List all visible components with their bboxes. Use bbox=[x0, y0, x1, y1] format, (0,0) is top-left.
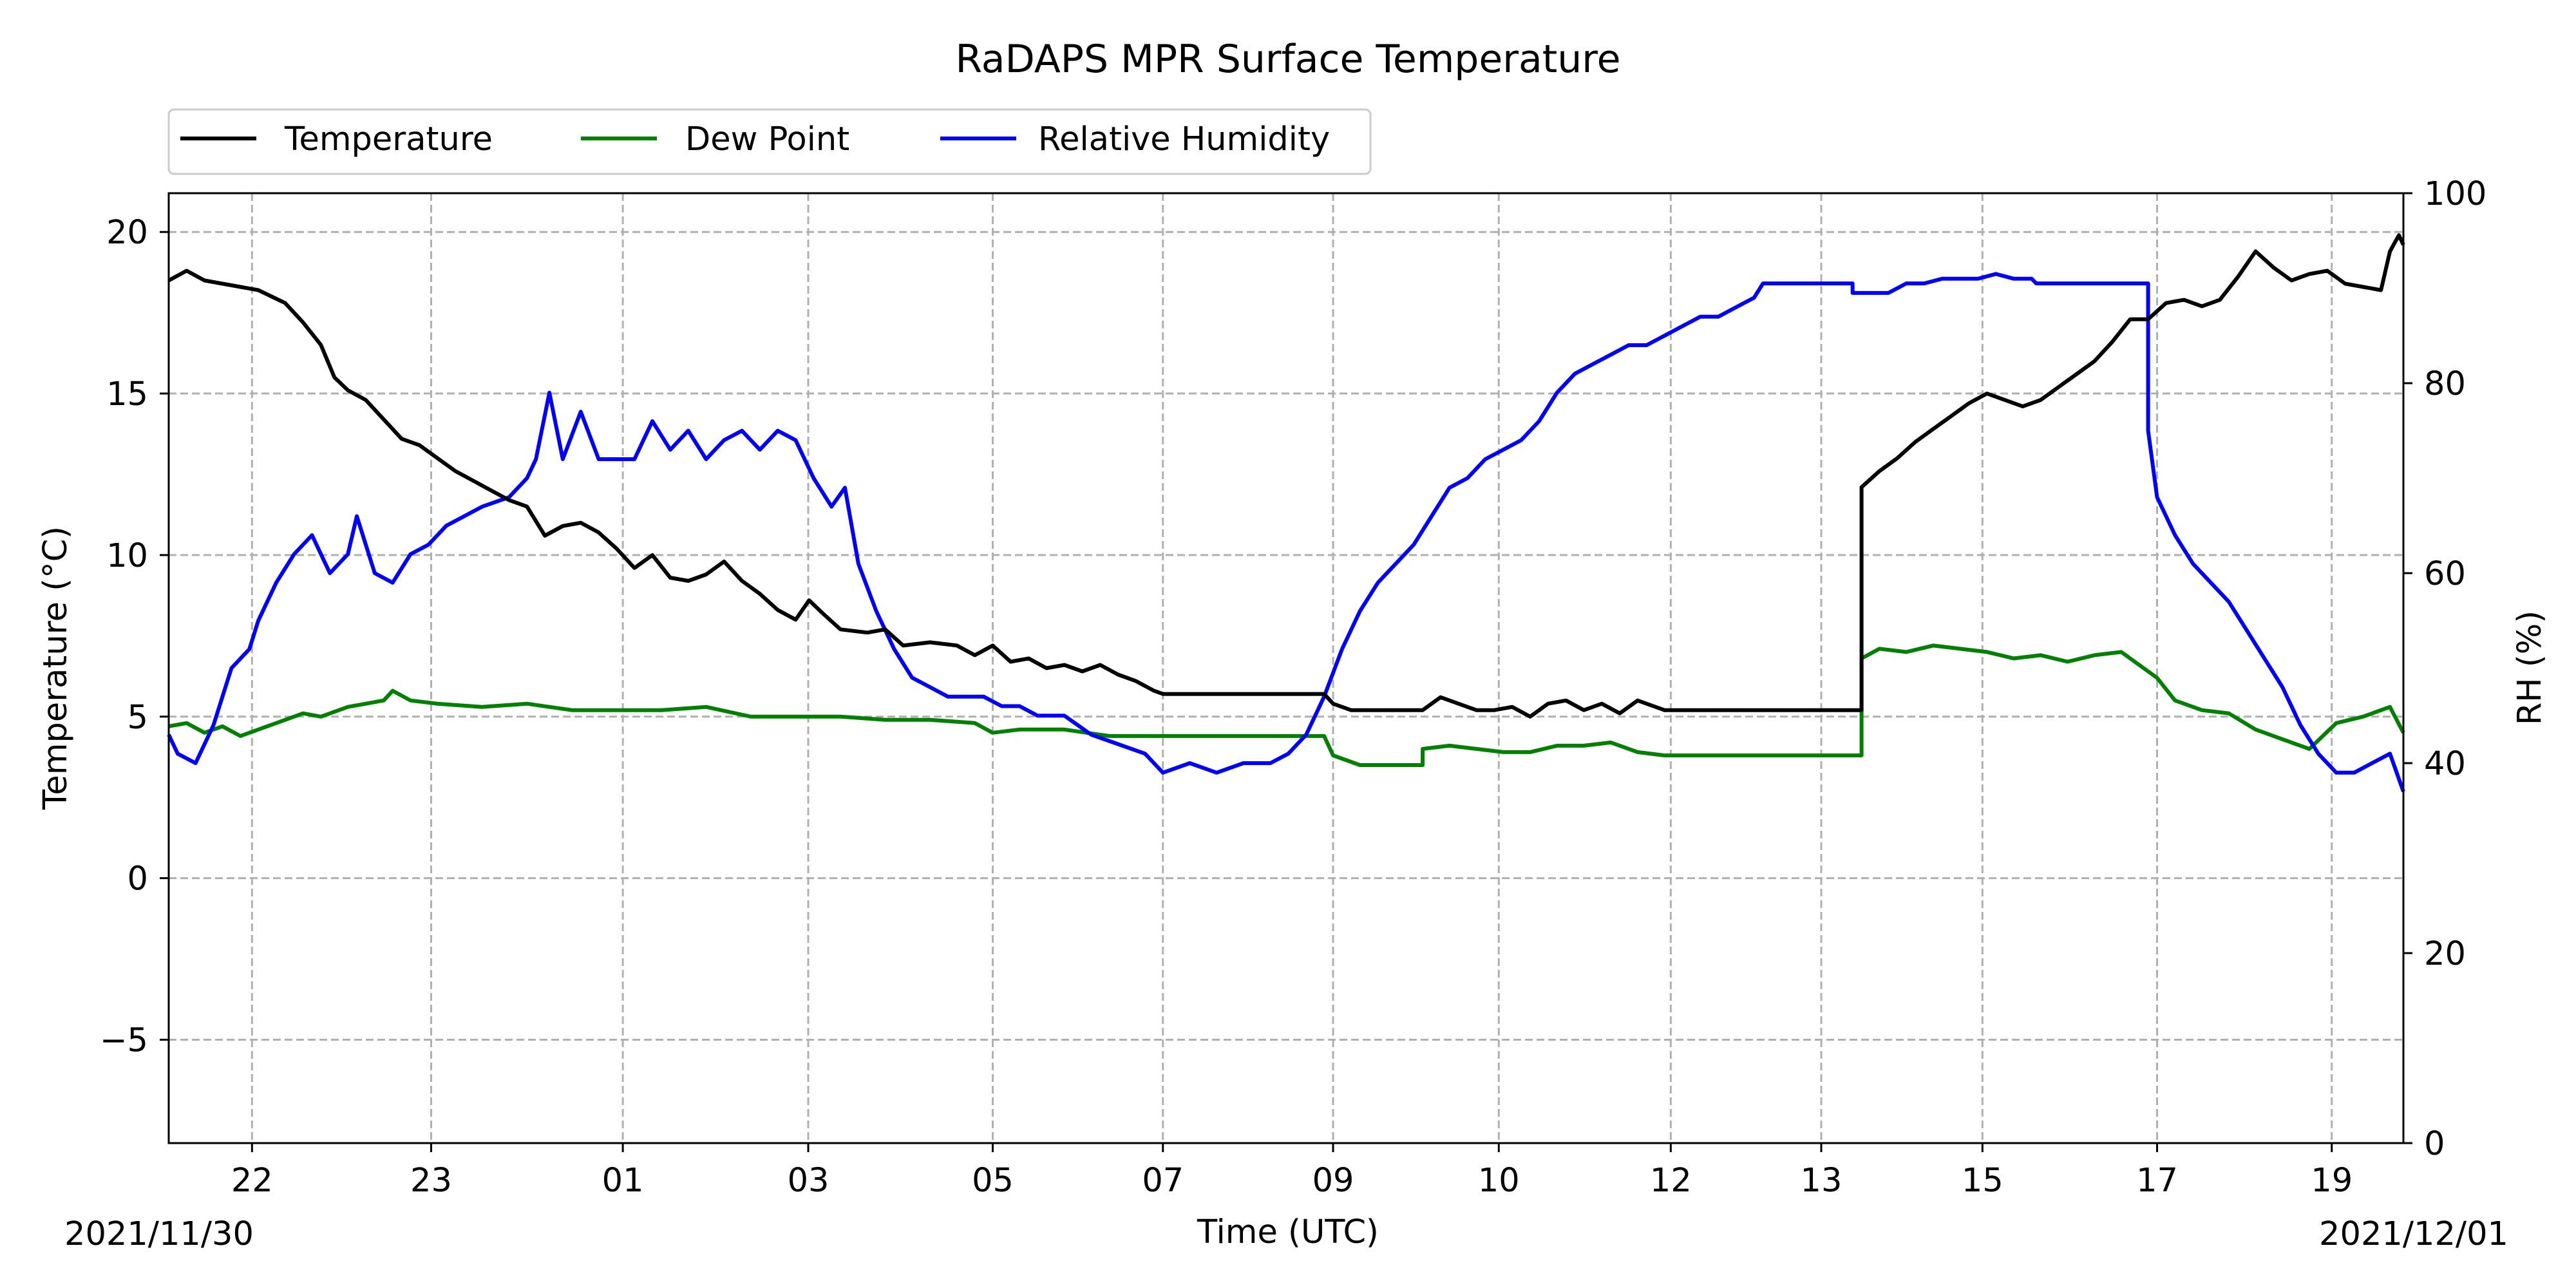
axis-ticks: 22 23 01 03 05 07 09 10 12 13 15 17 19 20 15 10 5 0 −5 100 8… bbox=[100, 175, 2487, 1200]
y-tick-label: −5 bbox=[100, 1021, 148, 1059]
plot-frame bbox=[167, 192, 2405, 1144]
x-tick-label: 15 bbox=[1962, 1162, 2003, 1200]
y-tick-label: 5 bbox=[128, 699, 148, 737]
x-tick-label: 13 bbox=[1801, 1162, 1842, 1200]
x-tick-label: 17 bbox=[2136, 1162, 2178, 1200]
x-tick-label: 10 bbox=[1478, 1162, 1520, 1200]
y-tick-label: 10 bbox=[106, 537, 148, 575]
legend-label-dew-point: Dew Point bbox=[685, 120, 849, 158]
y2-tick-label: 20 bbox=[2424, 935, 2466, 973]
date-left: 2021/11/30 bbox=[64, 1215, 254, 1253]
x-tick-label: 23 bbox=[410, 1162, 452, 1200]
y2-tick-label: 100 bbox=[2424, 175, 2486, 213]
series-line-temperature bbox=[167, 233, 2405, 719]
x-tick-label: 12 bbox=[1650, 1162, 1692, 1200]
y-tick-label: 20 bbox=[106, 214, 148, 252]
x-tick-label: 09 bbox=[1312, 1162, 1354, 1200]
legend: Temperature Dew Point Relative Humidity bbox=[167, 108, 1372, 175]
x-tick-label: 19 bbox=[2311, 1162, 2353, 1200]
series-line-relative-humidity bbox=[167, 272, 2405, 793]
y2-tick-label: 0 bbox=[2424, 1125, 2445, 1163]
legend-label-relative-humidity: Relative Humidity bbox=[1038, 120, 1330, 158]
x-tick-label: 05 bbox=[972, 1162, 1014, 1200]
x-tick-label: 22 bbox=[231, 1162, 273, 1200]
plot-lines bbox=[167, 233, 2405, 793]
x-axis-label: Time (UTC) bbox=[1197, 1213, 1379, 1251]
grid bbox=[169, 193, 2403, 1143]
y-axis-label: Temperature (°C) bbox=[37, 526, 75, 810]
legend-label-temperature: Temperature bbox=[284, 120, 493, 158]
x-tick-label: 07 bbox=[1142, 1162, 1184, 1200]
x-tick-label: 03 bbox=[788, 1162, 829, 1200]
y2-tick-label: 80 bbox=[2424, 365, 2466, 403]
series-line-dew-point bbox=[168, 643, 2405, 767]
date-right: 2021/12/01 bbox=[2319, 1215, 2508, 1253]
x-tick-label: 01 bbox=[602, 1162, 644, 1200]
y-tick-label: 0 bbox=[128, 860, 148, 898]
y2-tick-label: 60 bbox=[2424, 555, 2466, 593]
y2-axis-label: RH (%) bbox=[2511, 611, 2549, 725]
y-tick-label: 15 bbox=[106, 375, 148, 413]
legend-frame bbox=[167, 108, 1372, 175]
y2-tick-label: 40 bbox=[2424, 745, 2466, 783]
chart-title: RaDAPS MPR Surface Temperature bbox=[955, 37, 1620, 82]
